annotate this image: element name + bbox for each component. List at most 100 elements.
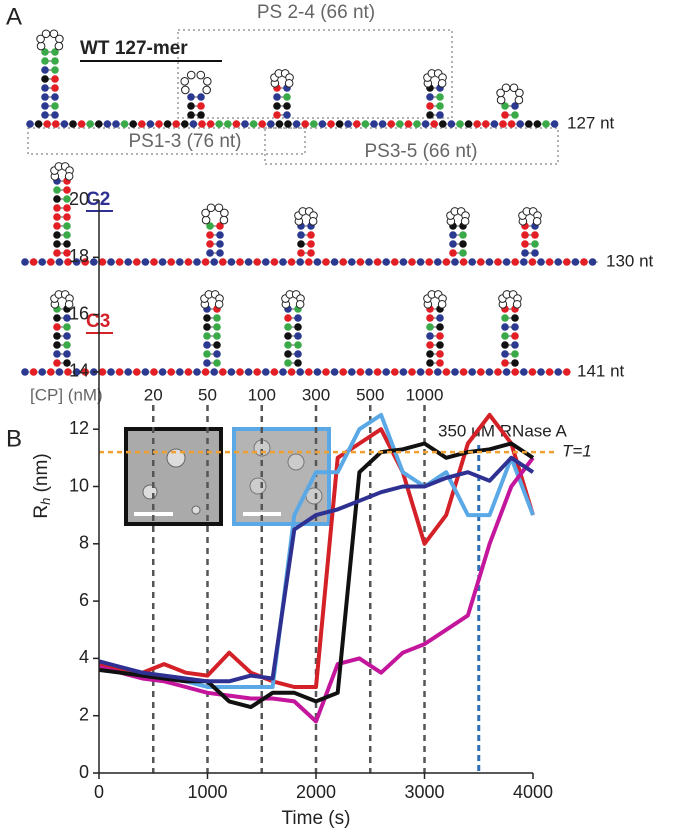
nucleotide (511, 332, 519, 340)
nucleotide (38, 258, 46, 266)
y-tick-label: 20 (69, 189, 89, 209)
nucleotide (501, 341, 509, 349)
nucleotide (202, 77, 212, 86)
nucleotide (203, 314, 211, 322)
nucleotide (206, 249, 214, 257)
nucleotide (348, 368, 356, 376)
x-tick-label: 3000 (404, 782, 444, 802)
nucleotide (496, 95, 506, 105)
nucleotide (214, 203, 224, 213)
nucleotide (203, 341, 211, 349)
nucleotide (47, 368, 55, 376)
nucleotide (197, 111, 205, 119)
nucleotide (459, 240, 467, 248)
nucleotide (213, 314, 221, 322)
nucleotide (511, 350, 519, 358)
y-tick-label: 12 (69, 418, 89, 438)
nucleotide (426, 359, 434, 367)
nucleotide (425, 258, 434, 266)
nucleotide (284, 78, 294, 88)
nucleotide (408, 368, 416, 376)
nucleotide (507, 120, 516, 128)
series-line (98, 456, 535, 724)
nucleotide (439, 120, 447, 128)
nucleotide (399, 368, 408, 376)
nucleotide (60, 120, 69, 128)
nucleotide (213, 332, 221, 340)
x-tick-label: 0 (94, 782, 104, 802)
nucleotide (55, 368, 64, 376)
nucleotide (206, 203, 216, 213)
nucleotide (426, 350, 434, 358)
nucleotide (51, 48, 59, 56)
nucleotide (563, 368, 571, 376)
nucleotide (53, 240, 61, 248)
nucleotide (197, 93, 205, 101)
nucleotide (308, 216, 318, 226)
nucleotide (365, 368, 373, 376)
rna-diagrams (21, 29, 598, 376)
nucleotide (219, 368, 227, 376)
nucleotide (63, 186, 71, 194)
nucleotide (501, 83, 511, 93)
nucleotide (206, 120, 215, 128)
nucleotide (301, 120, 310, 128)
nucleotide (273, 111, 281, 119)
ps-label: PS3-5 (66 nt) (365, 141, 478, 162)
nucleotide (294, 332, 302, 340)
nucleotide (216, 240, 224, 248)
nucleotide (313, 258, 322, 266)
construct-name: C3 (86, 311, 110, 332)
cp-label: [CP] (nM) (30, 385, 103, 404)
nucleotide (318, 120, 327, 128)
nucleotide (490, 120, 499, 128)
nucleotide (63, 195, 71, 203)
y-tick-label: 2 (79, 704, 89, 724)
nucleotide (502, 368, 511, 376)
nucleotide (425, 368, 434, 376)
nucleotide (141, 368, 150, 376)
nucleotide (107, 368, 115, 376)
cp-concentration: 20 (144, 385, 163, 404)
construct-length: 127 nt (567, 113, 615, 132)
nucleotide (477, 368, 485, 376)
nucleotide (391, 368, 399, 376)
y-tick-label: 18 (69, 246, 89, 266)
nucleotide (213, 359, 221, 367)
nucleotide (496, 88, 505, 98)
series-line (98, 412, 535, 689)
nucleotide (81, 258, 89, 266)
nucleotide (273, 93, 281, 101)
nucleotide (41, 102, 49, 110)
nucleotide (63, 332, 71, 340)
nucleotide (353, 120, 361, 128)
nucleotide (378, 120, 387, 128)
nucleotide (294, 323, 302, 331)
nucleotide (53, 195, 61, 203)
nucleotide (451, 368, 459, 376)
nucleotide (64, 171, 74, 181)
nucleotide (258, 120, 267, 128)
cp-concentration: 300 (302, 385, 330, 404)
nucleotide (158, 258, 167, 266)
nucleotide (284, 350, 292, 358)
nucleotide (262, 258, 270, 266)
particle (249, 477, 267, 495)
nucleotide (36, 34, 45, 44)
nucleotide (41, 93, 49, 101)
nucleotide (146, 120, 155, 128)
nucleotide (115, 368, 124, 376)
construct-name: WT 127-mer (80, 38, 188, 59)
nucleotide (449, 249, 457, 257)
nucleotide (51, 66, 59, 74)
y-label-part: R (31, 505, 52, 519)
nucleotide (51, 84, 59, 92)
nucleotide (511, 111, 519, 119)
nucleotide (53, 350, 61, 358)
cp-concentration: 50 (198, 385, 217, 404)
nucleotide (511, 341, 519, 349)
construct-length: 141 nt (577, 361, 625, 380)
nucleotide (436, 102, 444, 110)
nucleotide (203, 323, 211, 331)
y-tick-label: 0 (79, 762, 89, 782)
